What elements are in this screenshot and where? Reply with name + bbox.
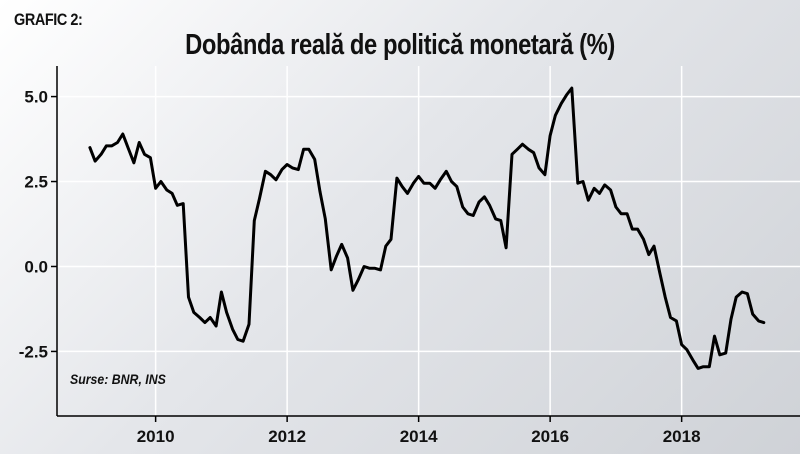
y-tick-label: 2.5 <box>24 173 48 192</box>
x-tick-label: 2012 <box>268 427 306 446</box>
series-group <box>88 86 766 370</box>
source-note: Surse: BNR, INS <box>70 371 166 387</box>
axes <box>51 66 800 422</box>
y-tick-labels: 5.0 2.5 0.0 -2.5 <box>19 88 48 362</box>
chart-title: Dobânda reală de politică monetară (%) <box>185 29 615 61</box>
x-tick-label: 2016 <box>531 427 569 446</box>
x-tick-label: 2018 <box>663 427 701 446</box>
chart-tag: GRAFIC 2: <box>14 10 83 29</box>
y-tick-label: 0.0 <box>24 257 48 276</box>
series-line <box>88 86 766 370</box>
y-tick-label: -2.5 <box>19 342 48 361</box>
x-tick-label: 2014 <box>400 427 438 446</box>
x-tick-label: 2010 <box>137 427 175 446</box>
y-tick-label: 5.0 <box>24 88 48 107</box>
x-tick-labels: 2010 2012 2014 2016 2018 <box>137 427 701 446</box>
gridlines <box>57 66 800 416</box>
